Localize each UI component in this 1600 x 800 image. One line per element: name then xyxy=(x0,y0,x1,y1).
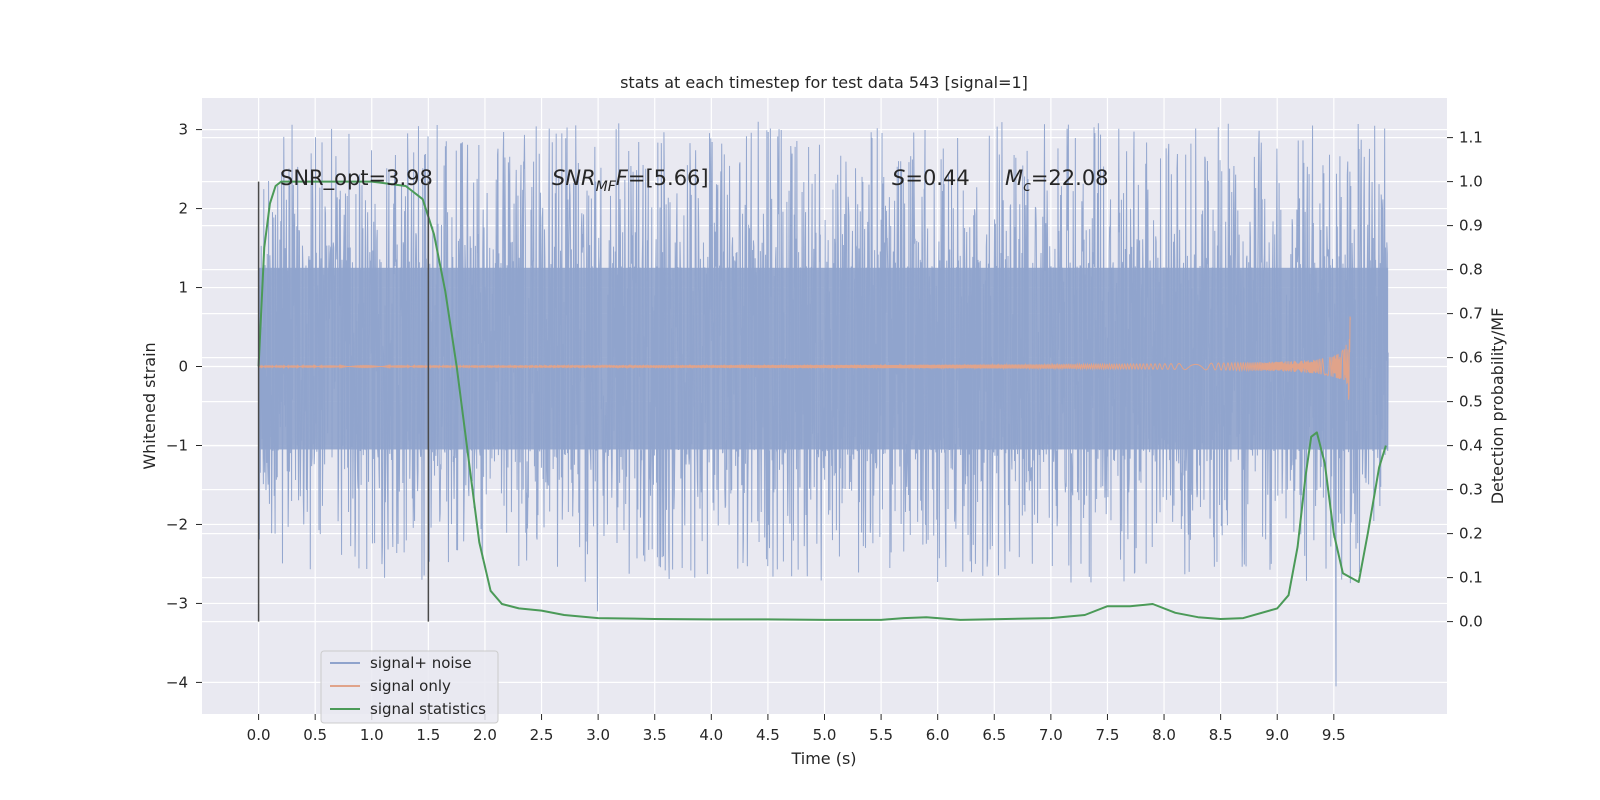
snr-mf-symbol: SNR xyxy=(552,166,596,190)
x-tick-label: 6.5 xyxy=(982,726,1006,744)
legend-label-signal-only: signal only xyxy=(370,677,451,695)
x-tick-label: 2.5 xyxy=(530,726,554,744)
y2-tick-label: 0.9 xyxy=(1459,217,1483,235)
x-axis-ticks: 0.0 0.5 1.0 1.5 2.0 2.5 3.0 3.5 4.0 4.5 5.0 5.5 6.0 6… xyxy=(247,714,1346,744)
x-axis-title: Time (s) xyxy=(790,749,856,768)
x-tick-label: 1.5 xyxy=(416,726,440,744)
x-tick-label: 7.0 xyxy=(1039,726,1063,744)
y2-tick-label: 1.0 xyxy=(1459,173,1483,191)
mc-annotation: Mc=22.08 xyxy=(1005,166,1109,195)
x-tick-label: 9.5 xyxy=(1322,726,1346,744)
snr-mf-subscript: MF xyxy=(596,179,617,195)
x-tick-label: 4.0 xyxy=(699,726,723,744)
legend: signal+ noise signal only signal statist… xyxy=(320,650,499,724)
y2-tick-label: 0.4 xyxy=(1459,437,1483,455)
y2-tick-label: 0.3 xyxy=(1459,481,1483,499)
vertical-markers xyxy=(257,181,430,622)
x-tick-label: 3.0 xyxy=(586,726,610,744)
y2-axis-ticks: 1.1 1.0 0.9 0.8 0.7 0.6 0.5 0.4 0.3 0.2 0.1 0.0 xyxy=(1447,129,1483,631)
y-tick-label: 3 xyxy=(178,121,188,139)
x-tick-label: 9.0 xyxy=(1265,726,1289,744)
y-tick-label: −2 xyxy=(166,515,188,533)
signal-statistics-line xyxy=(257,180,1387,621)
x-tick-label: 5.5 xyxy=(869,726,893,744)
y-tick-label: −4 xyxy=(166,673,188,691)
y2-tick-label: 0.8 xyxy=(1459,261,1483,279)
y2-tick-label: 0.0 xyxy=(1459,613,1483,631)
y-tick-label: 1 xyxy=(178,279,188,297)
x-tick-label: 0.5 xyxy=(303,726,327,744)
y-tick-label: −1 xyxy=(166,436,188,454)
x-tick-label: 3.5 xyxy=(643,726,667,744)
snr-mf-annotation: SNRMFF=[5.66] xyxy=(552,166,709,195)
snr-opt-annotation: SNR_opt=3.98 xyxy=(280,166,433,191)
mc-subscript: c xyxy=(1023,179,1031,195)
x-tick-label: 4.5 xyxy=(756,726,780,744)
signal-only-line xyxy=(258,316,1351,400)
series-layer xyxy=(257,121,1389,687)
x-tick-label: 1.0 xyxy=(360,726,384,744)
x-tick-label: 5.0 xyxy=(813,726,837,744)
y2-tick-label: 0.6 xyxy=(1459,349,1483,367)
mc-symbol: M xyxy=(1005,166,1023,190)
y2-tick-label: 0.5 xyxy=(1459,393,1483,411)
y2-tick-label: 0.1 xyxy=(1459,569,1483,587)
s-value: =0.44 xyxy=(905,166,969,190)
y-tick-label: −3 xyxy=(166,594,188,612)
s-annotation: S=0.44 xyxy=(892,166,970,190)
x-tick-label: 0.0 xyxy=(247,726,271,744)
snr-mf-f: F xyxy=(616,166,629,190)
legend-box xyxy=(320,650,499,724)
s-symbol: S xyxy=(892,166,905,190)
noise-series-line xyxy=(258,121,1389,687)
y-axis-ticks: 3 2 1 0 −1 −2 −3 −4 xyxy=(166,121,202,691)
x-tick-label: 8.5 xyxy=(1209,726,1233,744)
y2-tick-label: 1.1 xyxy=(1459,129,1483,147)
x-tick-label: 8.0 xyxy=(1152,726,1176,744)
x-tick-label: 6.0 xyxy=(926,726,950,744)
x-tick-label: 2.0 xyxy=(473,726,497,744)
legend-label-signal-statistics: signal statistics xyxy=(370,700,486,718)
x-tick-label: 7.5 xyxy=(1096,726,1120,744)
mc-value: =22.08 xyxy=(1031,166,1109,190)
legend-label-signal-noise: signal+ noise xyxy=(370,654,472,672)
y2-tick-label: 0.7 xyxy=(1459,305,1483,323)
y2-tick-label: 0.2 xyxy=(1459,525,1483,543)
chart-title: stats at each timestep for test data 543… xyxy=(620,73,1028,92)
y-axis-title: Whitened strain xyxy=(140,342,159,469)
y2-axis-title: Detection probability/MF xyxy=(1488,308,1507,505)
y-tick-label: 0 xyxy=(178,358,188,376)
y-tick-label: 2 xyxy=(178,200,188,218)
snr-mf-value: =[5.66] xyxy=(628,166,709,190)
